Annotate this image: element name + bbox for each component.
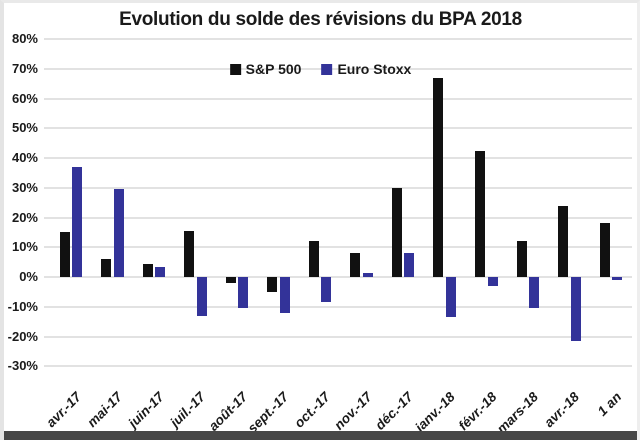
y-axis-tick-label: 20%	[11, 209, 38, 225]
gridline	[44, 97, 632, 100]
y-axis-tick-label: 80%	[11, 31, 38, 46]
y-axis-tick-label: 0%	[19, 269, 38, 284]
bar-euro-stoxx	[279, 277, 290, 313]
legend-item-sp500: S&P 500	[229, 61, 302, 77]
bar-euro-stoxx	[196, 277, 207, 316]
bar-euro-stoxx	[362, 272, 373, 277]
bar-euro-stoxx	[445, 277, 456, 318]
chart-title: Evolution du solde des révisions du BPA …	[119, 9, 522, 30]
legend: S&P 500 Euro Stoxx	[229, 61, 411, 77]
bar-euro-stoxx	[570, 277, 581, 341]
bar-euro-stoxx	[529, 277, 540, 309]
y-axis-tick-label: -10%	[7, 298, 38, 314]
x-axis-tick-label: avr.-17	[42, 389, 84, 431]
plot-area: 80% 70% 60% 50% 40% 30% 20% 10% 0% -10% -20% -30% av…	[4, 3, 637, 440]
bar-euro-stoxx	[238, 277, 249, 309]
gridline	[44, 157, 632, 159]
y-axis-tick-label: -30%	[7, 358, 38, 374]
gridline	[44, 276, 632, 278]
gridline	[44, 186, 632, 189]
y-axis-tick-label: 10%	[11, 239, 38, 255]
gridline	[44, 38, 632, 40]
bottom-border	[4, 431, 637, 440]
x-axis-tick-label: août-17	[205, 389, 250, 434]
gridline	[44, 67, 632, 70]
bar-euro-stoxx	[404, 253, 415, 277]
gridline	[44, 246, 632, 249]
bar-sp500	[184, 230, 195, 277]
legend-label-euro-stoxx: Euro Stoxx	[337, 61, 412, 77]
bar-sp500	[142, 263, 153, 277]
bar-euro-stoxx	[612, 277, 623, 280]
bar-sp500	[225, 277, 236, 283]
bar-sp500	[391, 187, 402, 277]
y-axis-tick-label: 50%	[11, 120, 38, 136]
bar-sp500	[516, 241, 527, 277]
gridline	[44, 216, 632, 219]
y-axis-tick-label: 30%	[11, 179, 38, 195]
bar-sp500	[59, 232, 70, 277]
y-axis-tick-label: 70%	[11, 60, 38, 76]
x-axis-tick-label: févr.-18	[455, 389, 500, 434]
y-axis-tick-label: -20%	[7, 328, 38, 344]
legend-label-sp500: S&P 500	[245, 61, 302, 77]
bar-euro-stoxx	[321, 277, 332, 303]
bar-sp500	[475, 150, 485, 277]
x-axis-tick-label: mai-17	[84, 389, 126, 431]
bar-euro-stoxx	[155, 266, 166, 277]
gridline	[44, 335, 632, 338]
x-axis-tick-label: sept.-17	[244, 389, 292, 436]
x-axis-tick-label: janv.-18	[412, 389, 458, 435]
x-axis-tick-label: juil.-17	[167, 389, 209, 431]
gridline	[44, 305, 632, 308]
gridline	[44, 127, 632, 130]
x-axis-tick-label: mars-18	[493, 389, 541, 437]
bar-sp500	[267, 277, 278, 292]
sp500-swatch-icon	[229, 63, 241, 75]
x-axis-tick-label: oct.-17	[291, 389, 334, 431]
bar-sp500	[599, 223, 610, 277]
bar-euro-stoxx	[72, 166, 82, 277]
bar-sp500	[350, 253, 361, 277]
x-axis-tick-label: déc.-17	[372, 389, 417, 433]
bar-sp500	[433, 77, 444, 277]
bar-euro-stoxx	[113, 189, 124, 277]
bar-euro-stoxx	[487, 277, 498, 286]
x-axis-tick-label: 1 an	[594, 389, 624, 419]
bar-sp500	[101, 259, 112, 277]
y-axis-tick-label: 40%	[11, 150, 38, 165]
bar-sp500	[558, 205, 569, 277]
x-axis-tick-label: avr.-18	[541, 389, 583, 431]
x-axis-tick-label: nov.-17	[331, 389, 375, 433]
y-axis-tick-label: 60%	[11, 90, 38, 106]
legend-item-euro-stoxx: Euro Stoxx	[321, 61, 411, 77]
bar-sp500	[308, 241, 319, 277]
x-axis-tick-label: juin-17	[125, 389, 167, 431]
gridline	[44, 365, 632, 368]
euro-stoxx-swatch-icon	[321, 63, 333, 75]
